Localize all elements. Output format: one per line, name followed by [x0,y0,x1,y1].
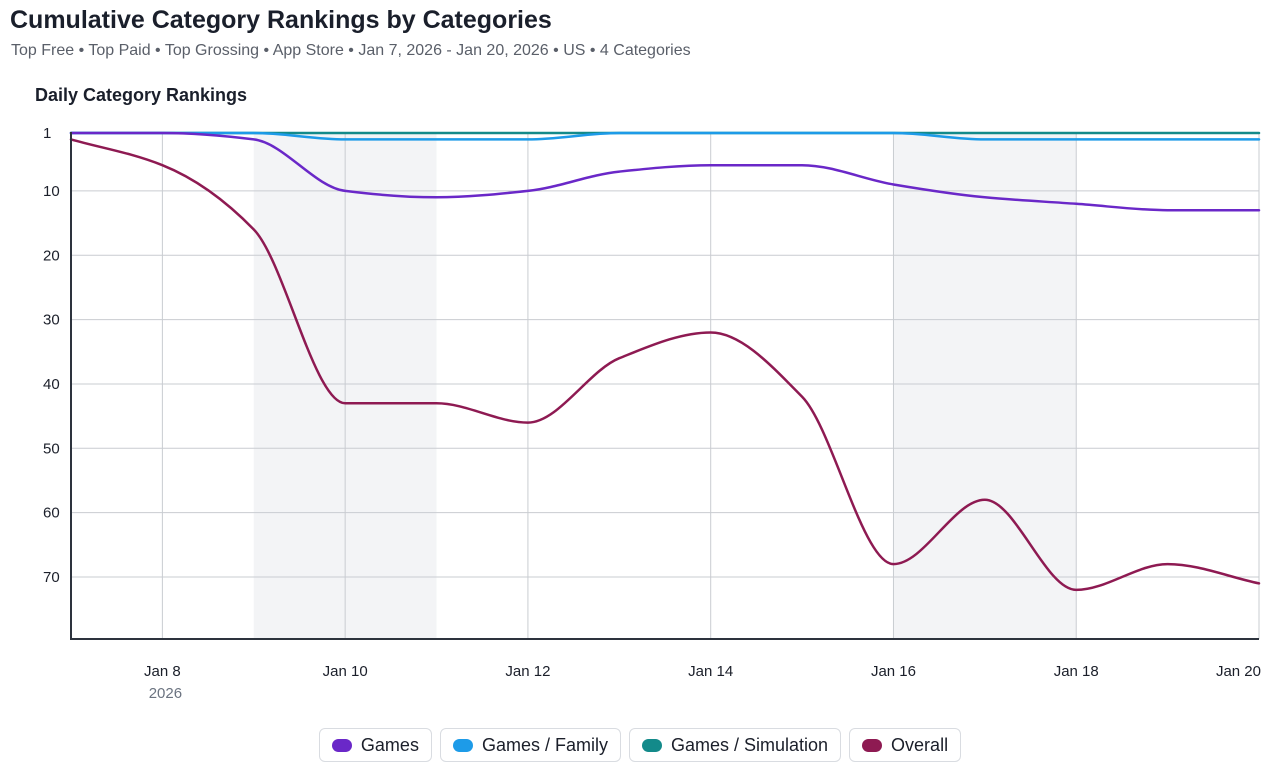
y-tick-label: 40 [43,376,60,393]
series-line-overall [69,138,1261,592]
legend-label: Games / Family [481,734,608,755]
legend-swatch [641,738,662,752]
legend-label: Games / Simulation [670,734,829,755]
y-tick-label: 10 [43,183,60,200]
legend-label: Overall [891,734,949,755]
series-line-games-family [69,131,1261,141]
y-tick-label: 30 [43,312,60,329]
x-tick-label: Jan 16 [871,663,916,680]
weekend-band [893,133,1077,639]
legend-item-games[interactable]: Games [318,728,432,762]
y-tick-label: 1 [43,125,51,142]
legend-item-games-family[interactable]: Games / Family [439,728,621,762]
legend-swatch [452,738,473,752]
page-title: Cumulative Category Rankings by Categori… [10,6,552,34]
chart-title: Daily Category Rankings [35,85,248,105]
y-tick-label: 60 [43,505,60,522]
x-tick-label: Jan 20 [1216,663,1261,680]
x-tick-label: Jan 8 [144,663,181,680]
y-tick-label: 20 [43,247,60,264]
legend-swatch [862,738,883,752]
legend-item-games-simulation[interactable]: Games / Simulation [628,728,842,762]
y-tick-label: 50 [43,440,60,457]
legend-label: Games [360,734,419,755]
legend-item-overall[interactable]: Overall [849,728,962,762]
x-tick-label: Jan 14 [688,663,733,680]
x-tick-label: Jan 12 [505,663,550,680]
series-line-games [69,131,1261,212]
chart-legend: Games Games / Family Games / Simulation Ove… [0,728,1280,762]
legend-swatch [331,738,352,752]
x-tick-label: Jan 10 [323,663,368,680]
page-subtitle: Top Free • Top Paid • Top Grossing • App… [11,42,691,59]
x-tick-label: Jan 18 [1054,663,1099,680]
x-tick-year-label: 2026 [149,685,182,702]
y-tick-label: 70 [43,569,60,586]
ranking-chart[interactable]: 1 10 20 30 40 50 60 70 Jan 8 2026 Jan 10 Jan 12 Jan … [0,110,1280,720]
